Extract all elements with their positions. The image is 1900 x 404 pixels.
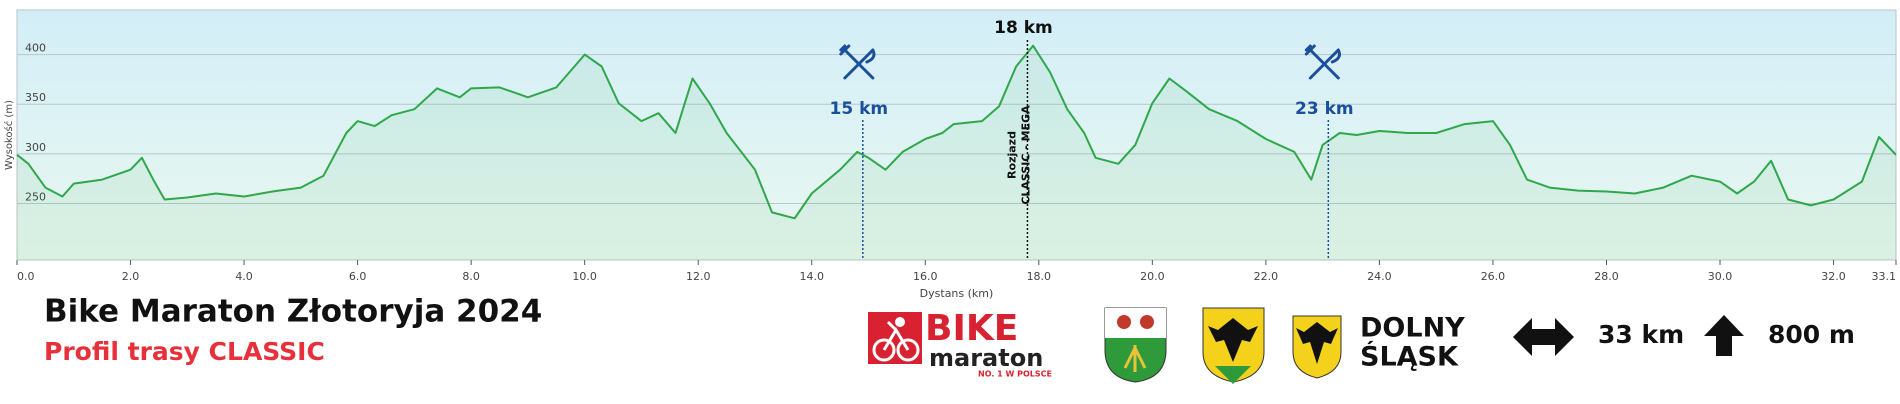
y-tick-label: 250 — [25, 190, 46, 203]
subtitle: Profil trasy CLASSIC — [44, 337, 325, 366]
title: Bike Maraton Złotoryja 2024 — [44, 294, 542, 330]
food-icon — [1304, 44, 1341, 80]
shield-eagle — [1296, 322, 1338, 364]
marker-note: CLASSIC - MEGA — [1019, 105, 1032, 205]
shield-field — [1105, 308, 1166, 338]
x-tick-label: 22.0 — [1254, 270, 1279, 283]
climb-icon — [1704, 315, 1744, 356]
shield-wheat — [1123, 344, 1147, 372]
shield-eagle — [1208, 318, 1258, 362]
x-tick-label: 2.0 — [122, 270, 140, 283]
x-tick-label: 30.0 — [1708, 270, 1733, 283]
logo-rider — [895, 317, 905, 327]
y-tick-label: 400 — [25, 42, 46, 55]
logo-wheel — [896, 338, 920, 362]
logo-maraton: maraton — [929, 344, 1043, 372]
distance-stat: 33 km — [1598, 320, 1684, 349]
coat-of-arms — [1202, 307, 1265, 384]
x-tick-label: 28.0 — [1594, 270, 1619, 283]
x-tick-label: 14.0 — [799, 270, 824, 283]
logo-frame — [882, 320, 910, 351]
marker-note: Rozjazd — [1005, 131, 1018, 179]
distance-icon — [1513, 318, 1574, 356]
shield-figure — [1140, 315, 1154, 329]
knife — [1308, 48, 1341, 80]
x-tick-label: 6.0 — [349, 270, 367, 283]
y-axis-label: Wysokość (m) — [3, 100, 15, 170]
bike-logo: BIKE maraton NO. 1 W POLSCE — [868, 308, 1052, 379]
x-tick-label: 4.0 — [235, 270, 253, 283]
logo-wheel — [872, 338, 896, 362]
marker-label: 18 km — [994, 18, 1053, 38]
marker-label: 23 km — [1295, 99, 1354, 119]
x-tick-label: 0.0 — [17, 270, 35, 283]
food-icon — [839, 44, 876, 80]
x-axis-label: Dystans (km) — [920, 287, 994, 300]
x-tick-label: 16.0 — [913, 270, 938, 283]
x-tick-label: 8.0 — [462, 270, 480, 283]
knife — [843, 48, 876, 80]
logo-bike: BIKE — [925, 308, 1018, 349]
x-tick-label: 26.0 — [1481, 270, 1506, 283]
elevation-line — [16, 44, 1897, 220]
y-tick-label: 300 — [25, 141, 46, 154]
x-tick-label: 24.0 — [1367, 270, 1392, 283]
x-tick-label: 10.0 — [572, 270, 597, 283]
x-tick-label: 18.0 — [1027, 270, 1052, 283]
region-logo: ŚLĄSK — [1360, 341, 1459, 373]
x-tick-label: 20.0 — [1140, 270, 1165, 283]
region-logo: DOLNY — [1360, 313, 1465, 344]
shield-figure — [1117, 315, 1131, 329]
plot-area — [16, 9, 1897, 261]
x-tick-label: 12.0 — [686, 270, 711, 283]
logo-slogan: NO. 1 W POLSCE — [978, 370, 1052, 379]
area-fill — [17, 45, 1896, 261]
marker-label: 15 km — [830, 99, 889, 119]
x-tick-label: 32.0 — [1821, 270, 1846, 283]
shield-base — [1215, 366, 1251, 384]
coat-of-arms — [1104, 307, 1167, 383]
x-tick-label: 33.1 — [1872, 270, 1897, 283]
coat-of-arms — [1292, 315, 1342, 379]
y-tick-label: 350 — [25, 91, 46, 104]
climb-stat: 800 m — [1768, 320, 1855, 349]
